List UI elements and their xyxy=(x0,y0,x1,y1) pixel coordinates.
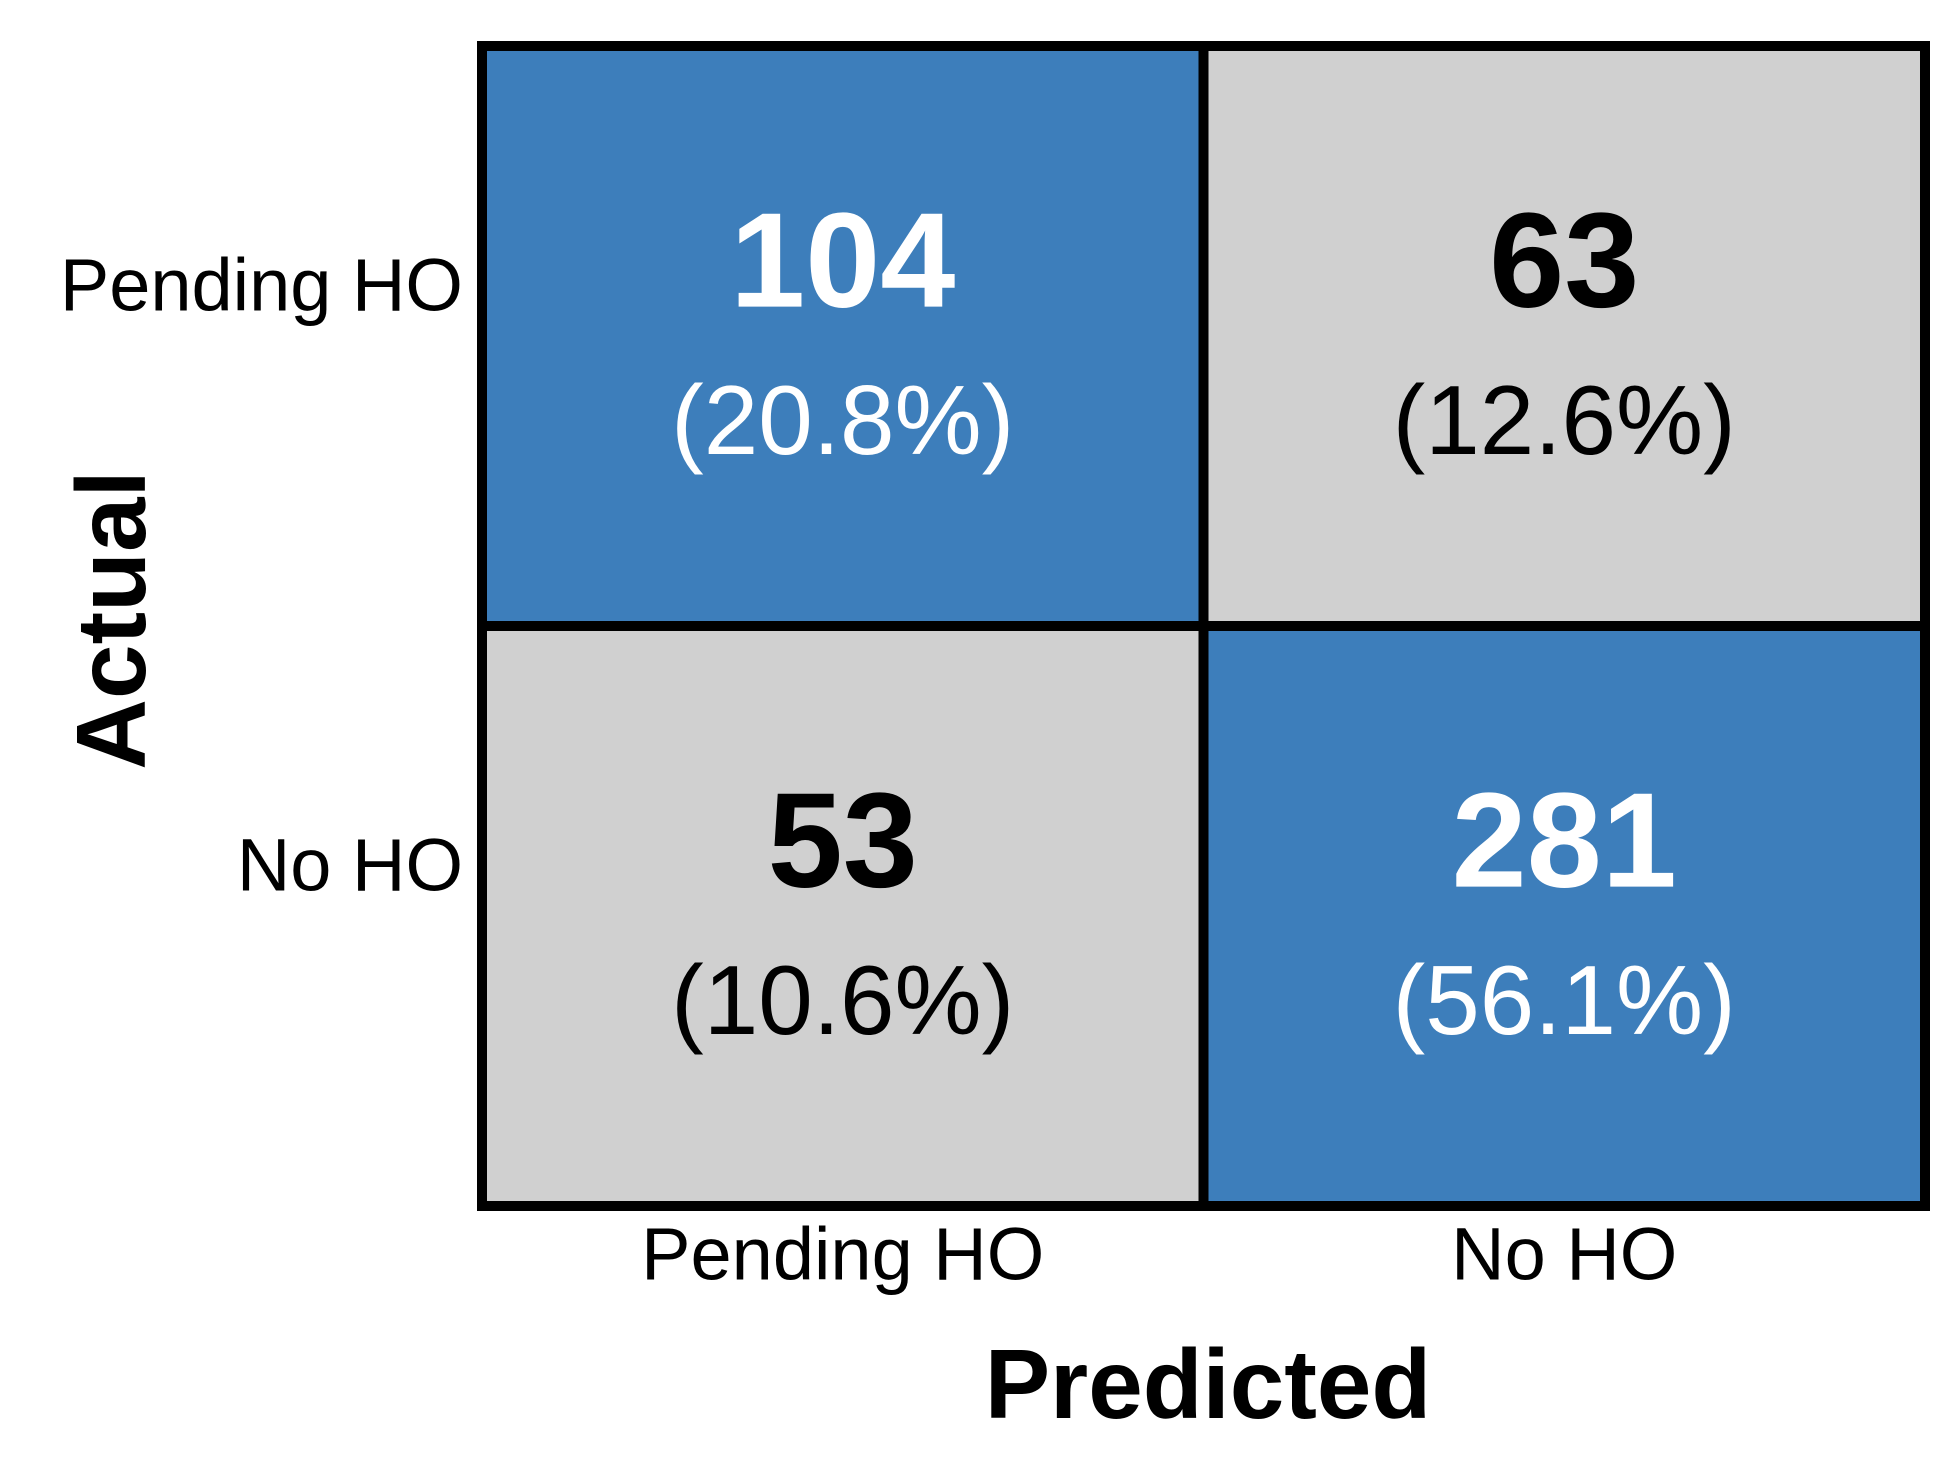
cell xyxy=(482,46,1204,626)
cell-percent: (56.1%) xyxy=(1393,945,1736,1055)
cell-count: 104 xyxy=(730,185,955,336)
cell xyxy=(1203,626,1925,1206)
cell-percent: (12.6%) xyxy=(1393,365,1736,475)
cell-percent: (20.8%) xyxy=(671,365,1014,475)
y-tick-label: Pending HO xyxy=(60,244,463,327)
x-tick-label: No HO xyxy=(1451,1213,1677,1296)
x-axis-title: Predicted xyxy=(985,1329,1432,1439)
plot-border xyxy=(477,41,1930,1211)
cell xyxy=(1203,46,1925,626)
cell-count: 281 xyxy=(1452,765,1677,916)
y-tick-label: No HO xyxy=(237,824,463,907)
cell-count: 63 xyxy=(1489,185,1639,336)
cell-count: 53 xyxy=(768,765,918,916)
x-tick-label: Pending HO xyxy=(641,1213,1044,1296)
y-axis-title: Actual xyxy=(56,470,166,770)
cell xyxy=(482,626,1204,1206)
cell-percent: (10.6%) xyxy=(671,945,1014,1055)
